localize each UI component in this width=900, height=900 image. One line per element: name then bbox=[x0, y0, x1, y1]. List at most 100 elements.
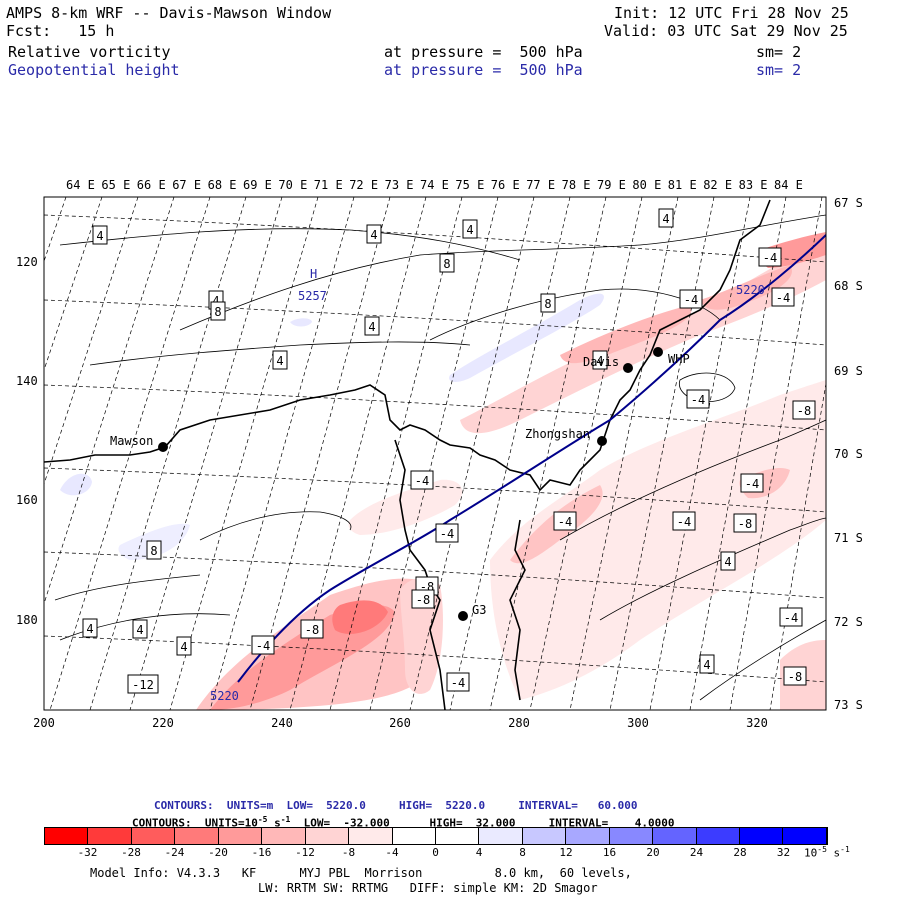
color-scale-tick: -12 bbox=[295, 846, 315, 859]
vorticity-label-box bbox=[146, 540, 162, 560]
high-value: 5257 bbox=[298, 289, 327, 303]
height-label-ne: 5220 bbox=[736, 283, 765, 297]
vorticity-contour-label: -8 bbox=[783, 666, 807, 686]
vorticity-contour-label: -4 bbox=[779, 607, 803, 627]
station-zhongshan: Zhongshan bbox=[525, 427, 590, 441]
model-info: Model Info: V4.3.3 KF MYJ PBL Morrison 8… bbox=[90, 866, 632, 880]
vorticity-contour-label: -4 bbox=[251, 635, 275, 655]
vorticity-label-box bbox=[672, 511, 696, 531]
longitude-label: 84 E bbox=[774, 178, 803, 192]
vorticity-label-box bbox=[540, 293, 556, 313]
latitude-labels: 67 S 68 S 69 S 70 S 71 S 72 S 73 S bbox=[834, 196, 863, 712]
vorticity-contour-label: -4 bbox=[740, 473, 764, 493]
vorticity-label-box bbox=[779, 607, 803, 627]
color-swatch bbox=[131, 828, 176, 844]
field1-name: Relative vorticity bbox=[8, 43, 171, 61]
longitude-label: 82 E bbox=[703, 178, 732, 192]
longitude-label: 75 E bbox=[455, 178, 484, 192]
vorticity-contour-label: -4 bbox=[672, 511, 696, 531]
color-scale-tick: 8 bbox=[519, 846, 526, 859]
model-physics: LW: RRTM SW: RRTMG DIFF: simple KM: 2D S… bbox=[258, 881, 598, 895]
vorticity-label-box bbox=[733, 513, 757, 533]
vorticity-contour-label: 4 bbox=[658, 208, 674, 228]
vorticity-label-box bbox=[758, 247, 782, 267]
meridian-line bbox=[169, 197, 319, 710]
vorticity-label-box bbox=[410, 470, 434, 490]
vorticity-label-text: -4 bbox=[440, 527, 454, 541]
field1-level: at pressure = 500 hPa bbox=[384, 43, 583, 61]
vorticity-label-text: 4 bbox=[96, 229, 103, 243]
plot-title: AMPS 8-km WRF -- Davis-Mawson Window bbox=[6, 4, 332, 22]
x-axis-label: 220 bbox=[152, 716, 174, 730]
vorticity-contour-label: 4 bbox=[132, 619, 148, 639]
color-scale-tick: 16 bbox=[602, 846, 617, 859]
vorticity-contour-label: -8 bbox=[300, 619, 324, 639]
vorticity-label-text: -8 bbox=[416, 593, 430, 607]
vorticity-label-text: -8 bbox=[738, 517, 752, 531]
longitude-label: 74 E bbox=[420, 178, 449, 192]
vorticity-contour-label: 4 bbox=[364, 316, 380, 336]
color-swatch bbox=[479, 828, 523, 844]
color-swatch bbox=[392, 828, 436, 844]
vorticity-contour-label: -4 bbox=[771, 287, 795, 307]
vorticity-label-text: -4 bbox=[784, 611, 798, 625]
vorticity-label-box bbox=[446, 672, 470, 692]
meridian-line bbox=[329, 197, 463, 710]
longitude-label: 73 E bbox=[385, 178, 414, 192]
vorticity-label-text: -8 bbox=[305, 623, 319, 637]
color-scale-tick: 12 bbox=[559, 846, 573, 859]
meridian-line bbox=[649, 197, 751, 710]
color-swatch bbox=[88, 828, 132, 844]
vorticity-contour-label: 4 bbox=[720, 551, 736, 571]
vorticity-label-text: 4 bbox=[86, 622, 93, 636]
vorticity-label-text: 4 bbox=[212, 294, 219, 308]
station-g3-dot bbox=[458, 611, 468, 621]
station-markers bbox=[158, 347, 663, 621]
color-scale-tick: 28 bbox=[733, 846, 747, 859]
vorticity-label-text: 4 bbox=[368, 320, 375, 334]
station-mawson: Mawson bbox=[110, 434, 153, 448]
vorticity-contour-label: 4 bbox=[462, 219, 478, 239]
vorticity-label-text: 8 bbox=[150, 544, 157, 558]
meridian-line bbox=[689, 197, 787, 710]
color-scale-tick: -32 bbox=[77, 846, 98, 859]
vorticity-label-box bbox=[658, 208, 674, 228]
longitude-label: 77 E bbox=[526, 178, 555, 192]
color-swatch bbox=[609, 828, 654, 844]
vorticity-label-box bbox=[792, 400, 816, 420]
vorticity-contour-label: 4 bbox=[272, 350, 288, 370]
field2-name: Geopotential height bbox=[8, 61, 180, 79]
vorticity-label-text: 4 bbox=[180, 640, 187, 654]
longitude-label: 81 E bbox=[668, 178, 697, 192]
vorticity-contour-label: 8 bbox=[439, 253, 455, 273]
meridian-line bbox=[409, 197, 535, 710]
meridian-line bbox=[44, 197, 175, 605]
longitude-label: 83 E bbox=[739, 178, 768, 192]
vorticity-label-box bbox=[462, 219, 478, 239]
vorticity-label-text: -4 bbox=[415, 474, 429, 488]
longitude-label: 68 E bbox=[208, 178, 237, 192]
field2-level: at pressure = 500 hPa bbox=[384, 61, 583, 79]
vorticity-label-text: -8 bbox=[788, 670, 802, 684]
vorticity-contour-label: -8 bbox=[792, 400, 816, 420]
longitude-label: 70 E bbox=[278, 178, 307, 192]
color-scale-tick: -28 bbox=[121, 846, 141, 859]
vorticity-contour-label: 4 bbox=[699, 654, 715, 674]
vorticity-contour-label: -4 bbox=[435, 523, 459, 543]
vorticity-label-text: -4 bbox=[256, 639, 270, 653]
station-g3: G3 bbox=[472, 603, 486, 617]
forecast-hour: Fcst: 15 h bbox=[6, 22, 115, 40]
color-scale-tick: -16 bbox=[251, 846, 272, 859]
x-axis-label: 240 bbox=[271, 716, 293, 730]
longitude-label: 65 E bbox=[101, 178, 130, 192]
x-axis-label: 300 bbox=[627, 716, 649, 730]
color-scale-bar bbox=[44, 827, 828, 845]
color-swatch bbox=[696, 828, 740, 844]
meridian-line bbox=[249, 197, 391, 710]
latitude-label: 70 S bbox=[834, 447, 863, 461]
color-swatch bbox=[653, 828, 697, 844]
color-scale-tick: 32 bbox=[776, 846, 791, 859]
meridian-line bbox=[729, 197, 823, 710]
vorticity-label-box bbox=[251, 635, 275, 655]
